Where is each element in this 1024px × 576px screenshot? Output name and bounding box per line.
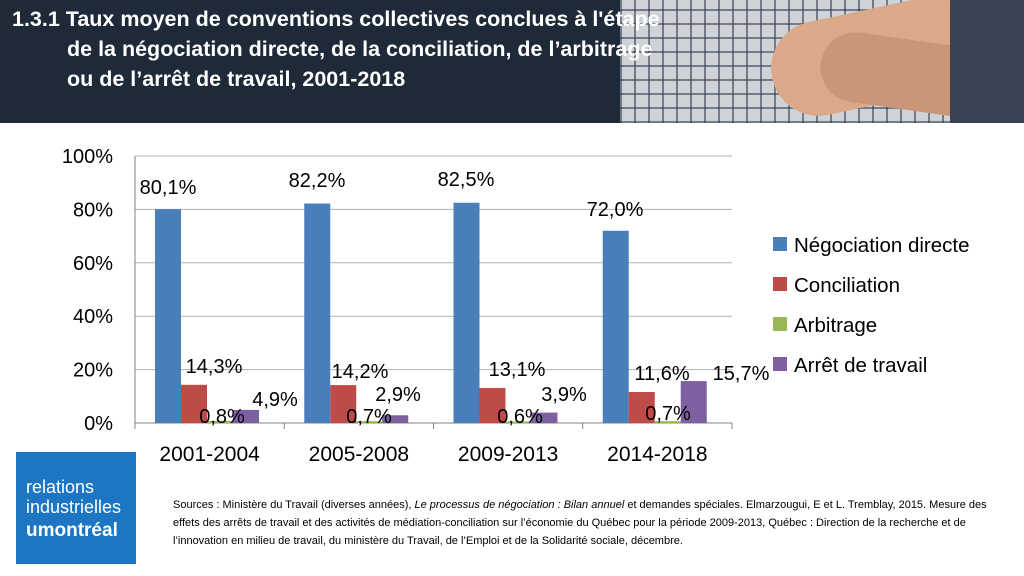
data-label: 13,1% [489,359,546,381]
bar [479,388,506,423]
data-label: 11,6% [634,363,689,385]
data-label: 0,7% [645,403,691,425]
bar [330,385,357,423]
bar [181,384,207,423]
data-label: 14,3% [186,356,243,378]
y-tick-label: 80% [73,199,113,221]
y-tick-label: 0% [84,413,113,435]
data-label: 15,7% [713,363,770,385]
umontreal-logo: relations industrielles umontréal [16,452,136,564]
legend-label: Arbitrage [794,314,877,337]
logo-line-1: relations [26,477,95,497]
y-tick-label: 40% [73,306,113,328]
y-tick-label: 60% [73,253,113,275]
x-tick-label: 2014-2018 [607,443,707,466]
legend-label: Conciliation [794,274,900,297]
y-tick-label: 100% [62,146,113,168]
bar [453,202,480,423]
bar [531,412,558,423]
x-tick-label: 2005-2008 [309,443,409,466]
bar [654,421,681,423]
legend-swatch [773,277,787,291]
legend-swatch [773,237,787,251]
y-tick-label: 20% [73,360,113,382]
bar-chart: 0% 20% 40% 60% 80% 100% 2001-2004 2005-2008 2009… [62,146,970,466]
legend-swatch [773,317,787,331]
data-label: 0,8% [199,406,245,428]
bar [155,209,181,423]
data-label: 82,2% [289,170,346,192]
bar [680,381,707,423]
bar [233,409,259,423]
legend-swatch [773,357,787,371]
data-label: 4,9% [252,389,298,411]
data-label: 80,1% [140,177,197,199]
bar [628,392,655,423]
data-label: 2,9% [375,384,421,406]
data-label: 14,2% [332,361,389,383]
data-label: 0,7% [346,406,392,428]
bar [304,203,331,423]
bar [382,415,409,423]
data-label: 72,0% [587,199,644,221]
legend-label: Négociation directe [794,234,970,257]
sources-prefix: Sources : Ministère du Travail (diverses… [173,499,415,511]
data-label: 0,6% [497,406,543,428]
handshake-photo [620,0,1024,123]
sources-note: Sources : Ministère du Travail (diverses… [173,496,993,550]
legend-label: Arrêt de travail [794,354,927,377]
sources-italic: Le processus de négociation : Bilan annu… [414,499,625,511]
bar [207,420,233,423]
logo-line-2: industrielles [26,497,122,517]
data-label: 82,5% [438,169,495,191]
x-tick-label: 2001-2004 [159,443,260,466]
header-banner: 1.3.1 Taux moyen de conventions collecti… [0,0,1024,123]
sources-suffix: et demandes spéciales. Elmarzougui, E et… [173,499,987,547]
logo-line-3: umontréal [26,520,118,541]
bar [505,421,532,423]
bar [602,230,629,423]
page-title: 1.3.1 Taux moyen de conventions collecti… [12,7,660,91]
data-label: 3,9% [541,384,587,406]
x-tick-label: 2009-2013 [458,443,558,466]
bar [356,421,383,423]
